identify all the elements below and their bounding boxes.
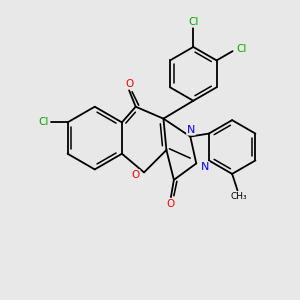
Text: O: O <box>167 199 175 209</box>
Text: N: N <box>187 125 195 135</box>
Text: Cl: Cl <box>188 17 199 27</box>
Text: Cl: Cl <box>236 44 247 54</box>
Text: CH₃: CH₃ <box>231 192 247 201</box>
Text: O: O <box>131 170 140 180</box>
Text: N: N <box>201 162 209 172</box>
Text: O: O <box>125 79 133 89</box>
Text: Cl: Cl <box>38 117 48 128</box>
